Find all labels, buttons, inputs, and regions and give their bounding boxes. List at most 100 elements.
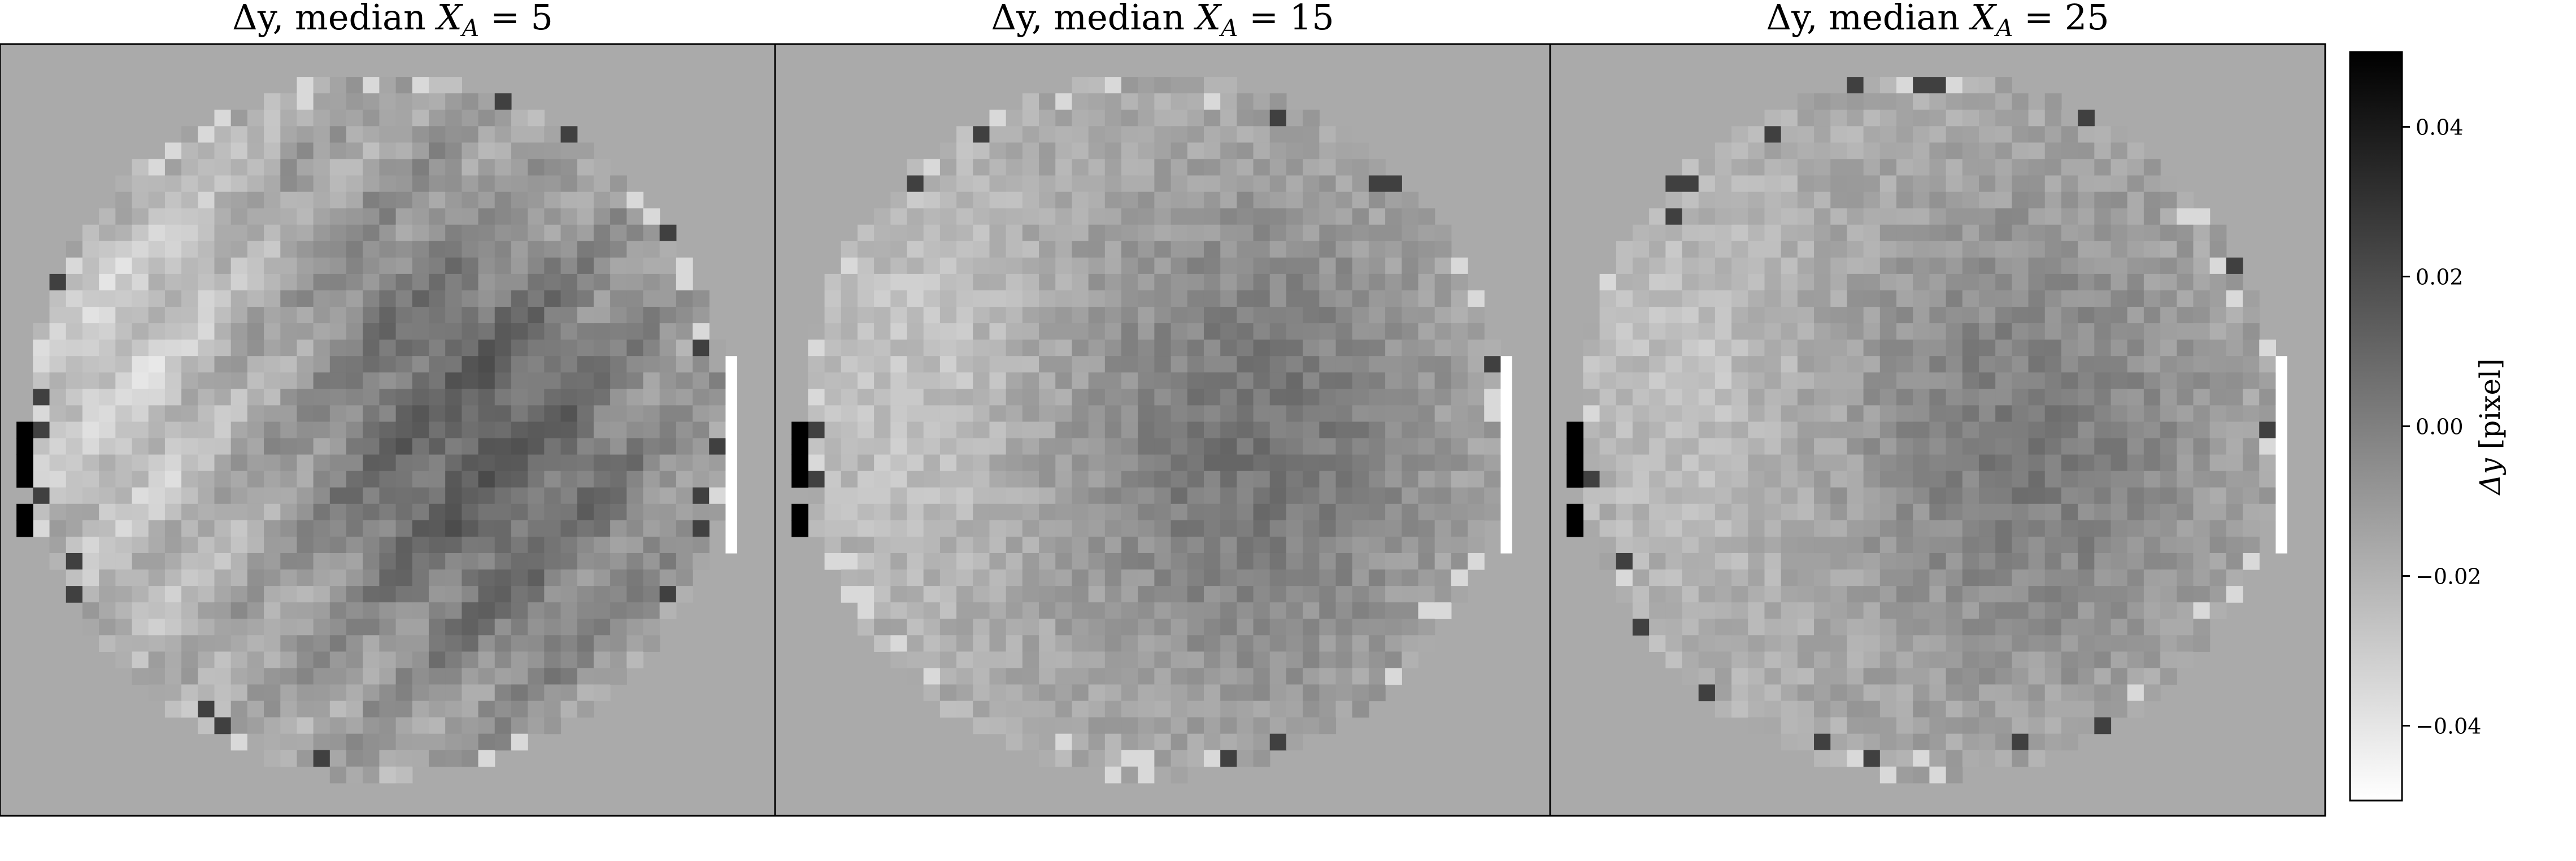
heatmap-cell	[1088, 520, 1106, 537]
heatmap-cell	[2143, 438, 2161, 455]
heatmap-cell	[560, 602, 578, 619]
heatmap-cell	[693, 520, 710, 537]
heatmap-cell	[1632, 619, 1650, 636]
heatmap-cell	[1748, 536, 1765, 554]
heatmap-cell	[2044, 340, 2062, 356]
heatmap-cell	[181, 438, 198, 455]
heatmap-cell	[528, 273, 545, 291]
heatmap-cell	[907, 208, 924, 225]
heatmap-cell	[230, 717, 248, 734]
heatmap-cell	[1170, 93, 1188, 110]
heatmap-cell	[132, 635, 149, 652]
heatmap-cell	[1220, 192, 1237, 209]
heatmap-cell	[560, 405, 578, 423]
heatmap-cell	[1237, 520, 1254, 537]
heatmap-cell	[1946, 323, 1963, 340]
heatmap-cell	[824, 372, 842, 389]
heatmap-cell	[329, 77, 347, 94]
heatmap-cell	[280, 290, 298, 307]
heatmap-cell	[560, 142, 578, 160]
heatmap-cell	[923, 175, 941, 193]
heatmap-cell	[1715, 668, 1732, 685]
heatmap-cell	[494, 487, 512, 505]
heatmap-cell	[1731, 323, 1748, 340]
heatmap-cell	[956, 471, 973, 488]
heatmap-cell	[2094, 257, 2112, 275]
heatmap-cell	[313, 389, 330, 406]
heatmap-cell	[264, 668, 281, 685]
heatmap-cell	[1764, 224, 1782, 242]
heatmap-cell	[2209, 241, 2227, 258]
heatmap-cell	[379, 389, 397, 406]
heatmap-cell	[2094, 159, 2112, 176]
heatmap-cell	[2160, 175, 2177, 193]
heatmap-cell	[1682, 340, 1699, 356]
heatmap-cell	[1797, 126, 1814, 143]
heatmap-cell	[1022, 142, 1039, 160]
heatmap-cell	[626, 438, 644, 455]
heatmap-cell	[329, 224, 347, 242]
heatmap-cell	[1781, 307, 1798, 324]
heatmap-cell	[956, 536, 973, 554]
heatmap-cell	[329, 372, 347, 389]
heatmap-cell	[132, 273, 149, 291]
heatmap-cell	[1187, 356, 1204, 373]
heatmap-cell	[1335, 192, 1353, 209]
heatmap-cell	[115, 273, 133, 291]
heatmap-cell	[462, 126, 479, 143]
heatmap-cell	[494, 668, 512, 685]
heatmap-cell	[1072, 602, 1089, 619]
heatmap-cell	[1929, 717, 1947, 734]
heatmap-cell	[1599, 389, 1617, 406]
heatmap-cell	[626, 503, 644, 521]
heatmap-cell	[1451, 389, 1468, 406]
heatmap-cell	[164, 438, 182, 455]
heatmap-cell	[379, 635, 397, 652]
heatmap-cell	[1682, 553, 1699, 570]
heatmap-cell	[956, 257, 973, 275]
heatmap-cell	[412, 536, 429, 554]
heatmap-cell	[1632, 569, 1650, 586]
heatmap-cell	[82, 602, 99, 619]
heatmap-cell	[346, 487, 363, 505]
heatmap-cell	[346, 142, 363, 160]
heatmap-cell	[428, 733, 446, 751]
heatmap-cell	[1995, 536, 2012, 554]
heatmap-cell	[1978, 438, 1996, 455]
heatmap-cell	[1978, 323, 1996, 340]
heatmap-cell	[874, 405, 891, 423]
heatmap-cell	[1863, 701, 1881, 718]
heatmap-cell	[610, 421, 627, 439]
heatmap-cell	[1814, 208, 1831, 225]
heatmap-cell	[1022, 421, 1039, 439]
heatmap-cell	[1748, 208, 1765, 225]
heatmap-cell	[2177, 340, 2194, 356]
heatmap-cell	[939, 421, 957, 439]
heatmap-cell	[874, 389, 891, 406]
heatmap-cell	[939, 290, 957, 307]
heatmap-cell	[1698, 421, 1716, 439]
heatmap-cell	[1104, 750, 1122, 767]
edge-cell-light	[1500, 520, 1512, 537]
heatmap-cell	[1764, 323, 1782, 340]
heatmap-cell	[1253, 208, 1270, 225]
heatmap-cell	[1797, 438, 1814, 455]
heatmap-cell	[1269, 110, 1287, 127]
heatmap-cell	[1715, 651, 1732, 669]
heatmap-cell	[1088, 307, 1106, 324]
heatmap-cell	[1220, 586, 1237, 603]
heatmap-cell	[1814, 651, 1831, 669]
heatmap-cell	[1451, 553, 1468, 570]
heatmap-cell	[1253, 668, 1270, 685]
heatmap-cell	[2061, 257, 2078, 275]
heatmap-cell	[1418, 323, 1435, 340]
heatmap-cell	[99, 421, 116, 439]
heatmap-cell	[462, 454, 479, 472]
heatmap-cell	[2243, 421, 2260, 439]
heatmap-cell	[857, 340, 874, 356]
heatmap-cell	[494, 389, 512, 406]
heatmap-cell	[1715, 553, 1732, 570]
heatmap-cell	[280, 273, 298, 291]
heatmap-cell	[1665, 520, 1683, 537]
heatmap-cell	[247, 438, 264, 455]
